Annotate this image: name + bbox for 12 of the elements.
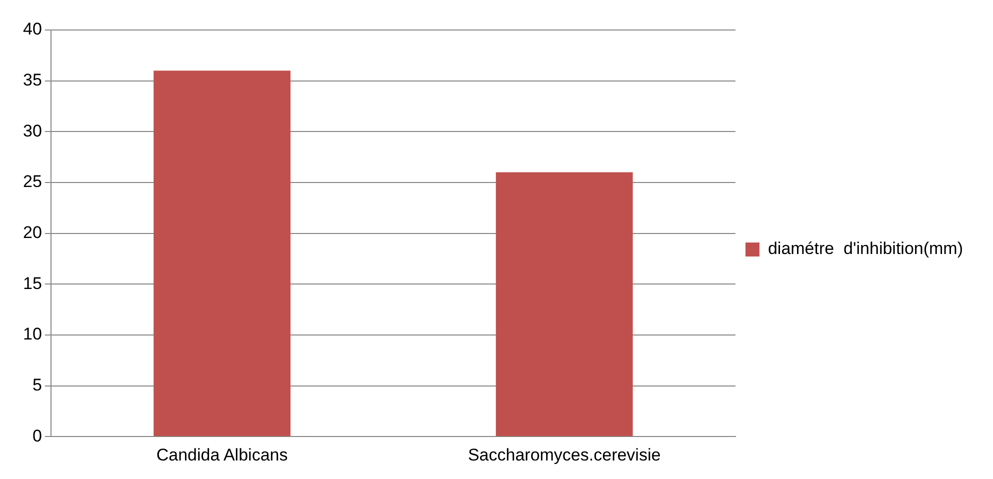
x-tick-label: Saccharomyces.cerevisie xyxy=(468,445,661,464)
y-tick-label: 10 xyxy=(22,324,42,344)
y-tick-label: 30 xyxy=(22,121,42,140)
x-tick-label: Candida Albicans xyxy=(156,445,288,464)
y-tick-label: 25 xyxy=(22,172,42,192)
y-tick-label: 15 xyxy=(22,274,42,293)
y-tick-label: 0 xyxy=(32,426,42,446)
y-tick-label: 5 xyxy=(32,375,42,394)
y-tick-label: 40 xyxy=(22,20,42,39)
legend-label: diamétre d'inhibition(mm) xyxy=(768,239,964,258)
y-tick-label: 35 xyxy=(22,70,42,90)
y-tick-label: 20 xyxy=(22,222,42,242)
